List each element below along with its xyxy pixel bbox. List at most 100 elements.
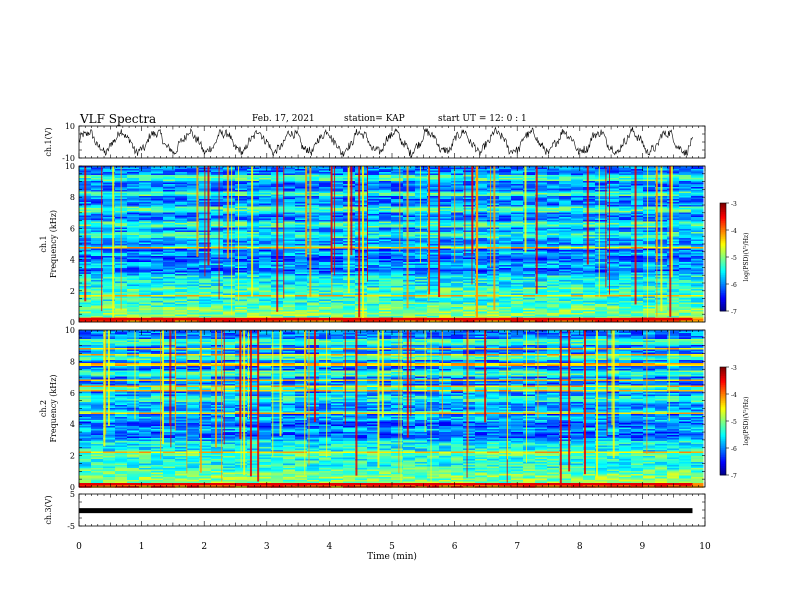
spectrogram-cell xyxy=(499,239,512,242)
spectrogram-cell xyxy=(223,232,236,234)
spectrogram-cell xyxy=(415,257,428,260)
spectrogram-cell xyxy=(667,185,680,188)
spectrogram-cell xyxy=(583,244,596,246)
spectrogram-cell xyxy=(343,293,356,296)
spectrogram-cell xyxy=(151,188,164,191)
spectrogram-cell xyxy=(163,206,176,209)
spectrogram-cell xyxy=(367,227,380,230)
spectrogram-cell xyxy=(499,269,512,272)
spectrogram-cell xyxy=(283,170,296,173)
spectrogram-cell xyxy=(415,188,428,191)
spectrogram-cell xyxy=(559,230,572,233)
spectrogram-cell xyxy=(511,229,524,231)
spectrogram-cell xyxy=(151,250,164,252)
spectrogram-cell xyxy=(211,277,224,279)
y-tick-label: -10 xyxy=(62,154,75,163)
spectrogram-cell xyxy=(475,284,488,287)
spectrogram-cell xyxy=(295,223,308,225)
spectrogram-cell xyxy=(163,290,176,293)
spectrogram-cell xyxy=(475,205,488,207)
spectrogram-cell xyxy=(415,184,428,186)
spectrogram-cell xyxy=(571,265,584,267)
spectrogram-cell xyxy=(307,265,320,267)
spectrogram-cell xyxy=(583,215,596,218)
spectrogram-cell xyxy=(199,301,212,303)
spectrogram-cell xyxy=(295,253,308,255)
spectrogram-cell xyxy=(367,176,380,179)
spectrogram-cell xyxy=(151,287,164,290)
spectrogram-cell xyxy=(619,206,632,209)
spectrogram-cell xyxy=(487,289,500,291)
spectrogram-cell xyxy=(595,266,608,269)
spectrogram-cell xyxy=(91,251,104,254)
spectrogram-cell xyxy=(679,248,692,251)
spectrogram-cell xyxy=(175,253,188,255)
spectrogram-cell xyxy=(235,179,248,182)
spectrogram-cell xyxy=(391,220,404,222)
spectrogram-cell xyxy=(499,281,512,284)
spectrogram-cell xyxy=(691,292,704,294)
spectrogram-cell xyxy=(247,238,260,240)
spectrogram-cell xyxy=(151,244,164,246)
spectrogram-cell xyxy=(331,262,344,264)
spectrogram-cell xyxy=(475,266,488,269)
spectrogram-cell xyxy=(427,215,440,218)
spectrogram-cell xyxy=(367,241,380,243)
spectrogram-cell xyxy=(151,257,164,260)
spectrogram-cell xyxy=(427,301,440,303)
spectrogram-cell xyxy=(499,224,512,227)
spectrogram-cell xyxy=(559,263,572,266)
spectrogram-cell xyxy=(595,182,608,185)
spectrogram-cell xyxy=(667,194,680,197)
spectrogram-cell xyxy=(475,251,488,254)
spectrogram-cell xyxy=(391,272,404,275)
spectrogram-cell xyxy=(607,280,620,282)
spectrogram-cell xyxy=(631,268,644,270)
spectrogram-cell xyxy=(379,193,392,195)
spectrogram-cell xyxy=(367,217,380,219)
spectrogram-cell xyxy=(367,170,380,173)
spectrogram-cell xyxy=(235,269,248,272)
spectrogram-cell xyxy=(571,268,584,270)
spectrogram-cell xyxy=(259,251,272,254)
spectrogram-cell xyxy=(691,281,704,284)
spectrogram-cell xyxy=(331,286,344,288)
spectrogram-cell xyxy=(331,224,344,227)
spectrogram-cell xyxy=(535,302,548,305)
spectrogram-cell xyxy=(547,167,560,170)
spectrogram-cell xyxy=(547,194,560,197)
spectrogram-cell xyxy=(319,293,332,296)
spectrogram-cell xyxy=(475,221,488,224)
spectrogram-cell xyxy=(91,181,104,183)
spectrogram-cell xyxy=(103,178,116,180)
spectrogram-cell xyxy=(427,212,440,215)
spectrogram-cell xyxy=(583,199,596,201)
spectrogram-cell xyxy=(331,227,344,230)
spectrogram-cell xyxy=(307,224,320,227)
spectrogram-cell xyxy=(211,296,224,299)
spectrogram-cell xyxy=(583,266,596,269)
spectrogram-cell xyxy=(235,242,248,245)
spectrogram-cell xyxy=(283,278,296,281)
spectrogram-cell xyxy=(415,293,428,296)
spectrogram-cell xyxy=(187,224,200,227)
spectrogram-cell xyxy=(487,287,500,290)
spectrogram-cell xyxy=(415,251,428,254)
spectrogram-cell xyxy=(679,197,692,200)
spectrogram-cell xyxy=(151,293,164,296)
spectrogram-cell xyxy=(367,197,380,200)
spectrogram-cell xyxy=(667,262,680,264)
spectrogram-cell xyxy=(427,196,440,198)
spectrogram-cell xyxy=(583,190,596,192)
spectrogram-cell xyxy=(307,188,320,191)
spectrogram-cell xyxy=(547,236,560,239)
spectrogram-cell xyxy=(451,184,464,186)
spectrogram-cell xyxy=(427,187,440,189)
spectrogram-cell xyxy=(91,226,104,228)
spectrogram-cell xyxy=(619,244,632,246)
spectrogram-cell xyxy=(223,248,236,251)
spectrogram-cell xyxy=(307,293,320,296)
spectrogram-cell xyxy=(211,262,224,264)
spectrogram-cell xyxy=(679,269,692,272)
spectrogram-cell xyxy=(631,212,644,215)
